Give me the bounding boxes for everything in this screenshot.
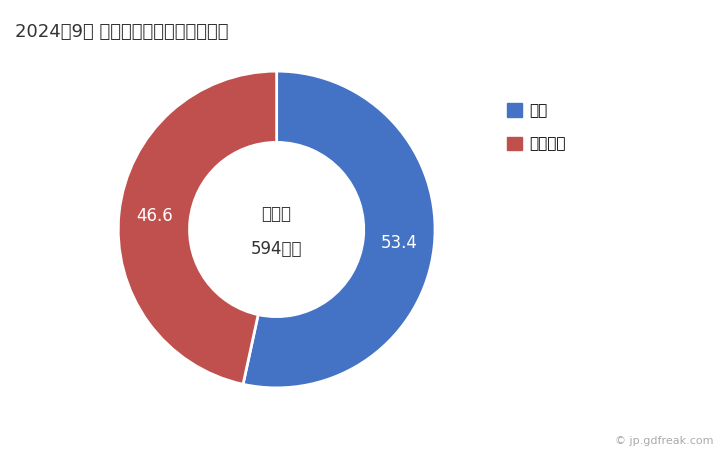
Text: 594万円: 594万円 xyxy=(251,239,302,257)
Text: © jp.gdfreak.com: © jp.gdfreak.com xyxy=(615,436,713,446)
Text: 総　額: 総 額 xyxy=(261,205,292,223)
Text: 53.4: 53.4 xyxy=(380,234,417,252)
Text: 2024年9月 輸出相手国のシェア（％）: 2024年9月 輸出相手国のシェア（％） xyxy=(15,22,228,40)
Wedge shape xyxy=(118,71,277,384)
Text: 46.6: 46.6 xyxy=(136,207,173,225)
Legend: 米国, ベトナム: 米国, ベトナム xyxy=(502,99,571,156)
Wedge shape xyxy=(243,71,435,388)
